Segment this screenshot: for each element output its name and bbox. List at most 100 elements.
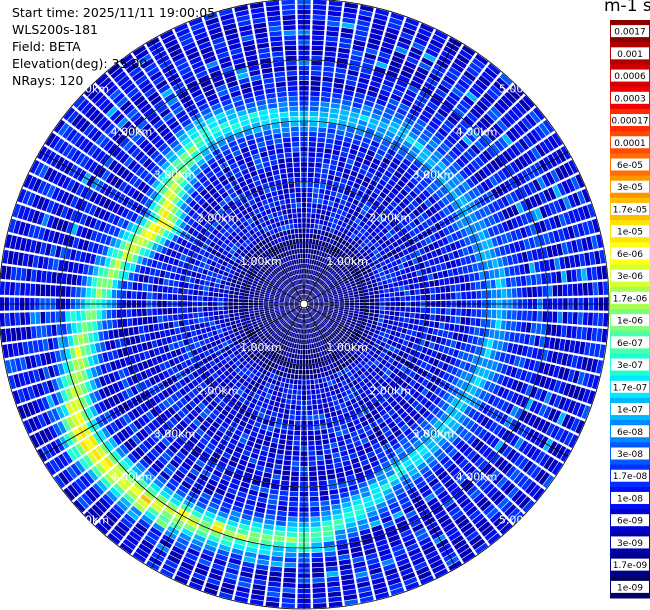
data-gate xyxy=(377,215,384,223)
data-gate xyxy=(267,586,281,593)
data-gate xyxy=(311,562,324,568)
data-gate xyxy=(369,80,381,89)
data-gate xyxy=(315,290,319,294)
data-gate xyxy=(262,477,271,484)
data-gate xyxy=(308,318,311,323)
data-gate xyxy=(204,510,216,520)
data-gate xyxy=(332,514,343,520)
data-gate xyxy=(543,189,552,202)
data-gate xyxy=(306,274,308,279)
data-gate xyxy=(396,326,403,333)
data-gate xyxy=(446,394,455,404)
data-gate xyxy=(488,175,498,187)
data-gate xyxy=(245,423,253,430)
data-gate xyxy=(376,356,383,363)
data-gate xyxy=(234,374,241,381)
data-gate xyxy=(552,185,562,198)
data-gate xyxy=(309,312,313,317)
data-gate xyxy=(335,274,340,280)
data-gate xyxy=(367,510,378,518)
data-gate xyxy=(411,453,421,463)
data-gate xyxy=(307,425,314,431)
data-gate xyxy=(394,446,404,455)
data-gate xyxy=(240,350,246,357)
data-gate xyxy=(374,273,380,279)
data-gate xyxy=(319,335,323,341)
data-gate xyxy=(327,427,335,434)
data-gate xyxy=(324,318,329,323)
data-gate xyxy=(461,417,471,427)
data-gate xyxy=(251,589,265,596)
data-gate xyxy=(465,465,477,477)
data-gate xyxy=(492,225,500,236)
data-gate xyxy=(350,398,357,405)
data-gate xyxy=(401,227,408,235)
data-gate xyxy=(283,315,288,319)
data-gate xyxy=(344,340,350,346)
data-gate xyxy=(340,32,353,39)
data-gate xyxy=(258,340,264,346)
data-gate xyxy=(412,343,419,350)
data-gate xyxy=(298,329,301,334)
data-gate xyxy=(347,289,353,294)
data-gate xyxy=(556,271,562,283)
data-gate xyxy=(575,174,585,189)
data-gate xyxy=(415,241,423,249)
data-gate xyxy=(314,430,321,436)
data-gate xyxy=(412,42,426,52)
data-gate xyxy=(462,334,469,343)
data-gate xyxy=(422,275,429,282)
data-gate xyxy=(171,545,185,556)
data-gate xyxy=(191,388,200,396)
data-gate xyxy=(453,411,463,421)
data-gate xyxy=(374,234,381,241)
data-gate xyxy=(233,473,243,481)
data-gate xyxy=(469,128,480,139)
data-gate xyxy=(324,285,329,290)
data-gate xyxy=(465,383,473,393)
data-gate xyxy=(88,486,101,499)
data-gate xyxy=(440,494,452,504)
data-gate xyxy=(333,218,339,224)
data-gate xyxy=(312,587,326,593)
data-gate xyxy=(420,433,429,443)
data-gate xyxy=(450,316,456,324)
data-gate xyxy=(474,210,482,221)
data-gate xyxy=(435,314,441,322)
data-gate xyxy=(342,460,351,467)
data-gate xyxy=(284,367,289,373)
data-gate xyxy=(482,369,490,379)
data-gate xyxy=(332,324,337,329)
data-gate xyxy=(171,403,180,412)
data-gate xyxy=(370,162,379,170)
data-gate xyxy=(323,366,328,372)
data-gate xyxy=(272,346,278,351)
data-gate xyxy=(390,175,399,183)
data-gate xyxy=(431,463,442,473)
data-gate xyxy=(386,204,395,212)
data-gate xyxy=(312,193,319,199)
data-gate xyxy=(383,319,389,324)
data-gate xyxy=(334,213,341,220)
data-gate xyxy=(320,315,325,319)
data-gate xyxy=(276,336,281,342)
data-gate xyxy=(353,353,359,359)
data-gate xyxy=(308,306,312,310)
data-gate xyxy=(505,193,515,205)
data-gate xyxy=(457,414,467,424)
data-gate xyxy=(457,350,465,360)
data-gate xyxy=(286,318,290,322)
data-gate xyxy=(400,390,408,398)
data-gate xyxy=(515,102,527,115)
data-gate xyxy=(363,363,370,370)
data-gate xyxy=(269,330,275,335)
data-gate xyxy=(340,109,350,116)
data-gate xyxy=(372,389,380,396)
data-gate xyxy=(194,405,203,414)
data-gate xyxy=(364,500,375,508)
data-gate xyxy=(418,536,432,547)
data-gate xyxy=(425,209,433,218)
data-gate xyxy=(285,445,293,451)
data-gate xyxy=(323,449,332,455)
data-gate xyxy=(391,543,404,553)
